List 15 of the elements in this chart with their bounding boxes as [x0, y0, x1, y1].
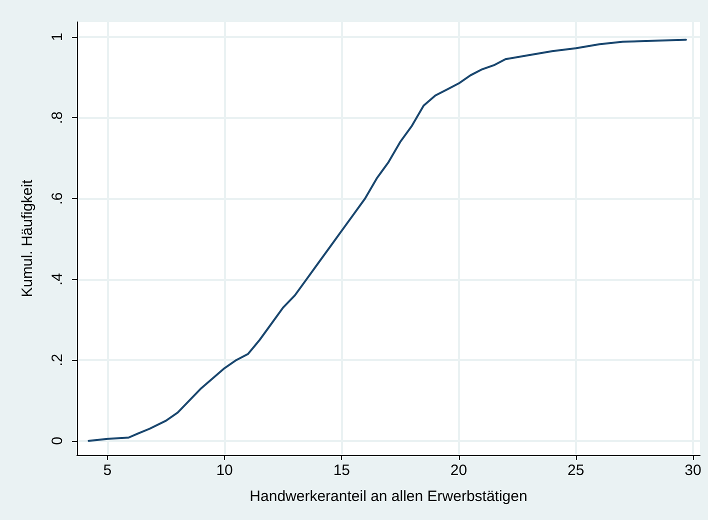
x-tick-label: 10 [216, 462, 233, 479]
x-axis-title: Handwerkeranteil an allen Erwerbstätigen [250, 488, 528, 505]
x-tick-label: 30 [684, 462, 702, 479]
y-axis-title: Kumul. Häufigkeit [19, 178, 36, 298]
y-tick-label: 0 [49, 436, 66, 446]
y-tick-label: .8 [49, 111, 66, 124]
x-tick-label: 5 [103, 462, 112, 479]
x-tick-label: 15 [333, 462, 350, 479]
y-tick-label: .4 [49, 273, 66, 286]
x-tick-label: 20 [450, 462, 468, 479]
x-tick-label: 25 [568, 462, 584, 479]
y-tick-label: 1 [49, 32, 66, 42]
y-tick-label: .2 [49, 354, 66, 366]
line-series [88, 38, 687, 442]
y-tick-label: .6 [49, 192, 66, 205]
